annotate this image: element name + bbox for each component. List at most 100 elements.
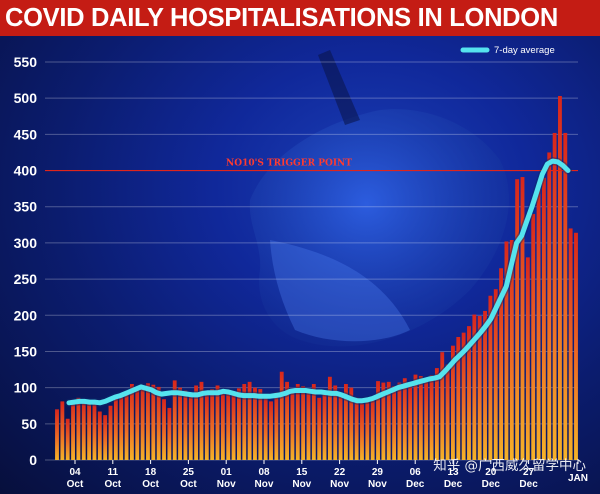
- bar: [119, 394, 124, 460]
- x-tick-day: 11: [108, 467, 119, 478]
- legend: 7-day average: [460, 45, 555, 56]
- bar: [381, 382, 386, 460]
- bar: [440, 352, 445, 460]
- bar: [178, 387, 182, 460]
- bar: [402, 378, 407, 460]
- x-tick-day: 08: [258, 467, 270, 478]
- y-tick-label: 300: [14, 235, 38, 251]
- bar: [461, 332, 466, 460]
- trigger-point-line: NO10'S TRIGGER POINT: [45, 159, 578, 172]
- bar: [55, 409, 59, 460]
- bar: [263, 397, 268, 460]
- average-line-shadow: [65, 157, 572, 407]
- bar: [269, 401, 273, 460]
- bar: [295, 384, 300, 460]
- bar: [215, 385, 220, 460]
- bar: [429, 375, 434, 460]
- bar: [231, 394, 236, 460]
- bar: [124, 391, 129, 460]
- bar: [445, 364, 450, 460]
- x-tick-day: 25: [183, 467, 195, 478]
- bar: [210, 389, 215, 460]
- x-tick-month: Oct: [67, 479, 84, 490]
- y-tick-label: 550: [14, 54, 38, 70]
- bar: [552, 132, 557, 460]
- bar: [290, 388, 295, 460]
- x-tick-day: 01: [221, 467, 233, 478]
- x-tick-month: Oct: [104, 479, 121, 490]
- x-tick-day: 18: [145, 467, 157, 478]
- bar: [129, 384, 134, 460]
- chart-title: COVID DAILY HOSPITALISATIONS IN LONDON: [0, 0, 600, 36]
- trigger-point-label: NO10'S TRIGGER POINT: [226, 159, 352, 169]
- bar: [156, 386, 161, 460]
- bar: [242, 384, 247, 460]
- bar: [311, 384, 316, 460]
- x-tick-day: 29: [372, 467, 384, 478]
- bar: [333, 385, 338, 460]
- y-tick-label: 50: [21, 416, 37, 432]
- bar: [451, 345, 455, 460]
- x-tick-day: 06: [410, 467, 422, 478]
- watermark: 知乎 @广西威久留学中心: [433, 458, 586, 474]
- bar: [172, 380, 177, 460]
- y-tick-label: 100: [14, 380, 38, 396]
- average-line: [66, 158, 571, 406]
- x-axis-tick-labels: 04Oct11Oct18Oct25Oct01Nov08Nov15Nov22Nov…: [67, 460, 588, 490]
- bar: [456, 336, 461, 460]
- bar: [92, 404, 97, 460]
- bar: [376, 381, 380, 460]
- y-tick-label: 150: [14, 343, 38, 359]
- bar: [146, 383, 150, 460]
- seven-day-average-line: [65, 157, 572, 407]
- bar: [327, 376, 332, 460]
- bar: [81, 400, 86, 460]
- bar: [204, 394, 209, 460]
- bar: [167, 407, 172, 460]
- x-tick-day: 15: [296, 467, 308, 478]
- bar: [188, 393, 193, 460]
- bar: [531, 213, 536, 460]
- x-tick-day: 13: [447, 467, 459, 478]
- legend-label: 7-day average: [494, 45, 555, 56]
- bar: [386, 381, 391, 460]
- bar: [568, 228, 573, 460]
- bar: [87, 399, 92, 460]
- x-tick-month: Nov: [255, 479, 274, 490]
- bar: [472, 314, 477, 460]
- x-tick-month: Oct: [142, 479, 159, 490]
- bar: [418, 376, 423, 460]
- bar: [60, 401, 65, 460]
- bar: [467, 326, 471, 460]
- x-tick-month: Nov: [330, 479, 349, 490]
- bar: [140, 386, 145, 460]
- bar: [493, 289, 498, 460]
- bar: [488, 295, 493, 460]
- bar: [563, 132, 568, 460]
- bar: [135, 390, 140, 460]
- bar: [183, 390, 188, 460]
- bar: [247, 381, 252, 460]
- bar: [97, 411, 102, 460]
- bar: [220, 394, 225, 460]
- bar: [71, 399, 75, 460]
- bar: [306, 389, 311, 460]
- bar: [499, 268, 504, 460]
- bar: [574, 232, 578, 460]
- bar: [65, 418, 70, 460]
- bar: [162, 399, 166, 460]
- bar: [194, 385, 199, 460]
- bar: [558, 96, 562, 460]
- bar: [76, 397, 81, 460]
- bar: [536, 185, 541, 460]
- x-tick-month: Nov: [292, 479, 311, 490]
- bar: [397, 382, 402, 460]
- bar: [322, 391, 327, 460]
- bar: [434, 368, 439, 460]
- bar: [108, 405, 113, 460]
- bar: [413, 374, 418, 460]
- y-tick-label: 350: [14, 199, 38, 215]
